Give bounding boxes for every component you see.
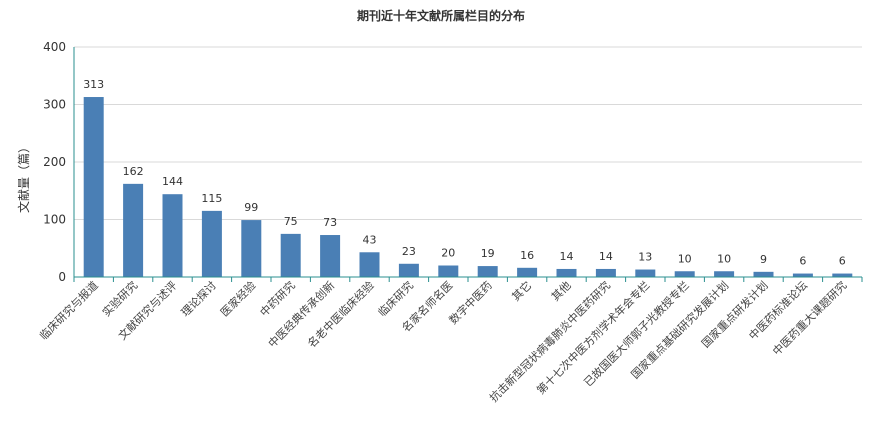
data-label: 10 [717,252,731,265]
x-tick-label: 国家重点研发计划 [698,278,770,350]
bar [556,268,577,277]
data-label: 144 [162,175,183,188]
x-tick-label: 中医药重大课题研究 [770,278,850,358]
bar [714,271,735,277]
x-tick-label: 临床研究 [375,278,416,319]
bar [595,268,616,277]
bar [674,271,695,277]
y-tick-label: 100 [43,213,66,227]
y-tick-label: 0 [58,270,66,284]
bar [162,194,183,277]
x-tick-label: 理论探讨 [178,278,219,319]
bar [280,233,301,277]
data-label: 9 [760,253,767,266]
y-axis: 0 100 200 300 400 [43,40,75,284]
bar [320,235,341,277]
x-tick-label: 临床研究与报道 [36,278,100,342]
bar [359,252,380,277]
y-tick-label: 200 [43,155,66,169]
data-label: 313 [83,78,104,91]
chart-title: 期刊近十年文献所属栏目的分布 [357,8,525,23]
bars [83,97,853,278]
bar [201,210,222,277]
bar [398,263,419,277]
data-label: 14 [560,250,574,263]
data-label: 6 [839,255,846,268]
data-label: 19 [481,247,495,260]
data-labels: 313 162 144 115 99 75 73 43 23 20 19 16 14 14 13 10 10 9 6… [83,78,846,268]
y-axis-title: 文献量（篇） [16,141,31,213]
x-tick-label: 实验研究 [99,278,140,319]
data-label: 43 [363,233,377,246]
data-label: 115 [201,192,222,205]
bar [517,267,538,277]
bar [792,273,813,277]
data-label: 20 [441,247,455,260]
y-tick-label: 300 [43,98,66,112]
y-tick-label: 400 [43,40,66,54]
data-label: 75 [284,215,298,228]
bar [477,266,498,277]
data-label: 10 [678,252,692,265]
bar [832,273,853,277]
data-label: 162 [123,165,144,178]
x-tick-label: 中医经典传承创新 [265,278,337,350]
bar [241,220,262,277]
data-label: 16 [520,249,534,262]
bar [753,271,774,277]
data-label: 99 [244,201,258,214]
data-label: 14 [599,250,613,263]
bar [635,269,656,277]
x-tick-label: 其他 [549,279,574,304]
x-tick-label: 医家经验 [217,278,258,319]
bar [438,265,459,277]
bar [123,183,144,277]
gridlines [74,46,862,220]
x-tick-label: 中药研究 [257,278,298,319]
x-tick-label: 数字中医药 [446,278,495,327]
x-tick-label: 其它 [509,278,534,303]
x-tick-label: 名老中医临床经验 [304,278,376,350]
bar [83,97,104,278]
data-label: 6 [799,255,806,268]
data-label: 23 [402,245,416,258]
data-label: 73 [323,216,337,229]
data-label: 13 [638,251,652,264]
